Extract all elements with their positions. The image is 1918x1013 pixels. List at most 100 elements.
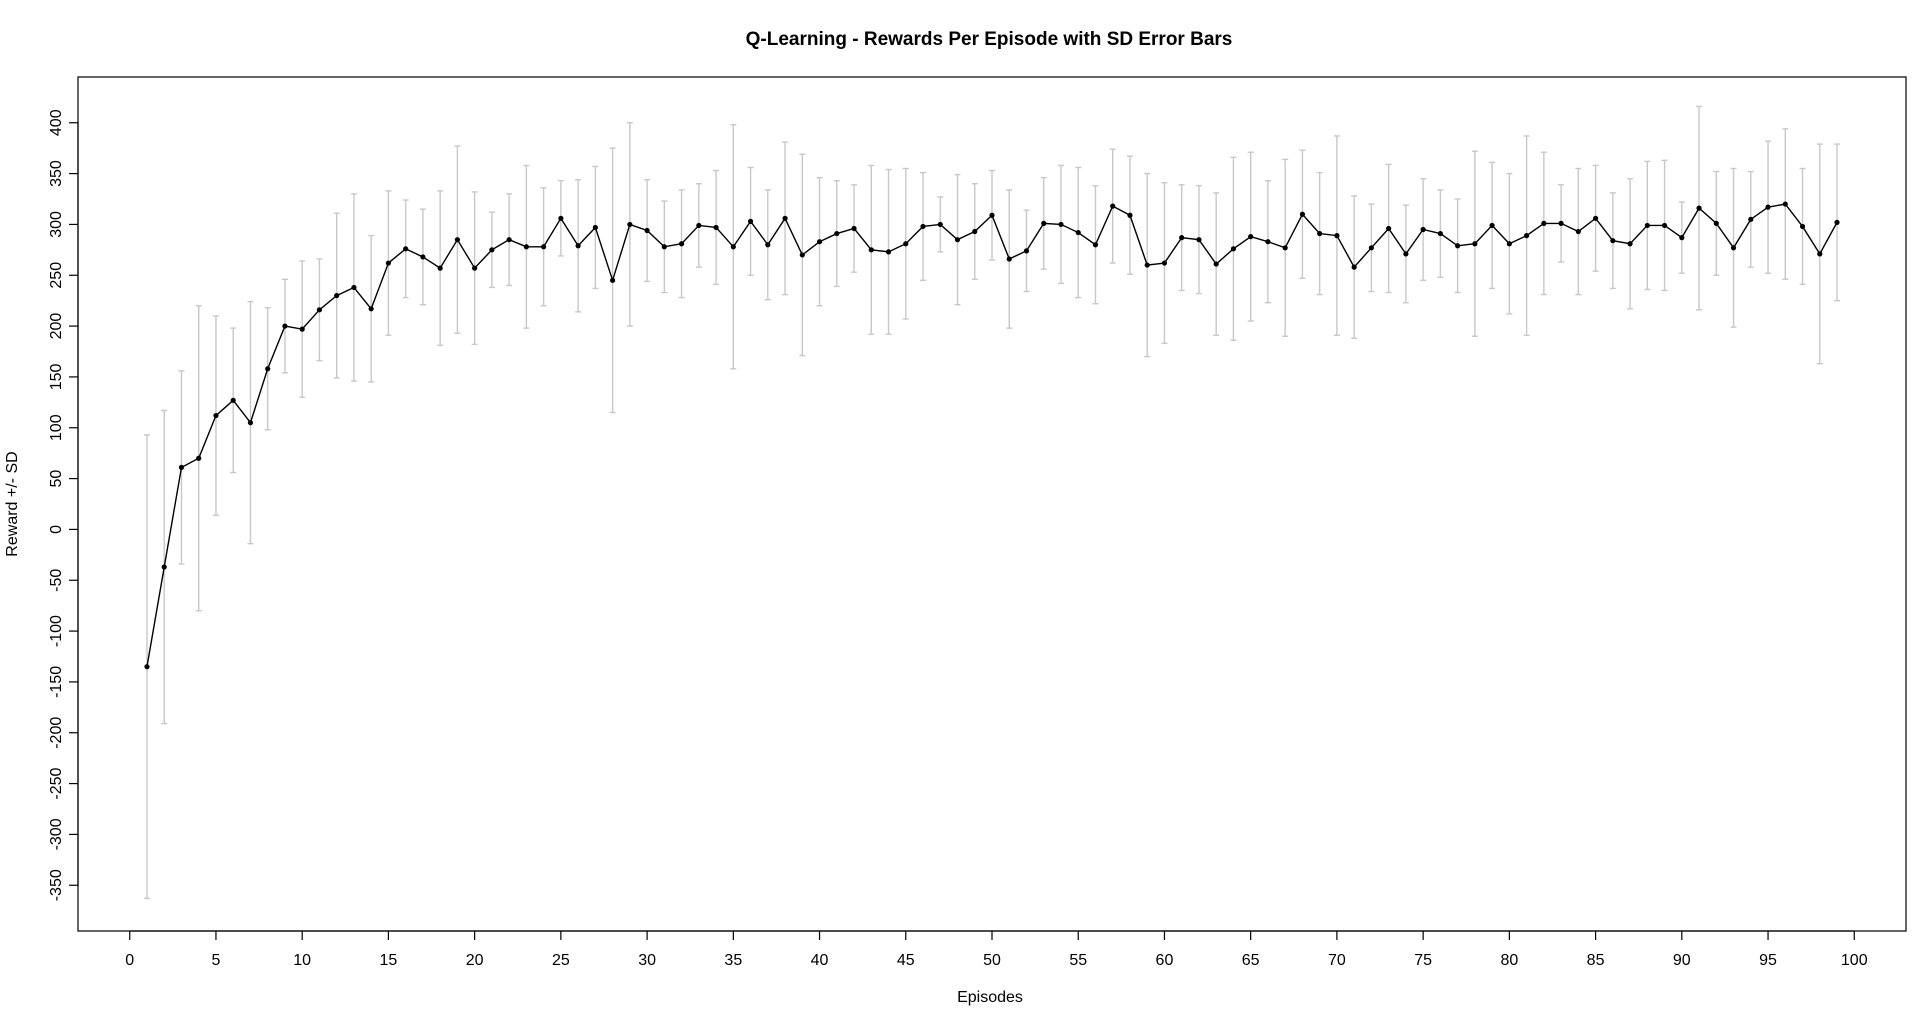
data-point <box>937 221 943 228</box>
x-axis-label: Episodes <box>957 989 1023 1006</box>
data-point <box>558 215 564 221</box>
data-point <box>1144 262 1150 268</box>
x-tick-label: 35 <box>724 952 742 969</box>
data-point <box>1265 239 1271 245</box>
data-point <box>437 265 443 271</box>
chart-title: Q-Learning - Rewards Per Episode with SD… <box>746 29 1233 50</box>
data-point <box>610 277 616 283</box>
data-point <box>1317 230 1323 237</box>
data-point <box>1834 219 1840 225</box>
y-tick-label: -300 <box>48 818 65 850</box>
data-point <box>1748 216 1754 222</box>
data-point <box>1782 201 1788 207</box>
data-point <box>1213 261 1219 267</box>
x-tick-label: 80 <box>1500 952 1518 969</box>
data-point <box>1437 230 1443 237</box>
y-tick-label: -200 <box>48 717 65 749</box>
data-point <box>161 564 167 570</box>
data-point <box>575 243 581 249</box>
x-tick-label: 100 <box>1841 952 1868 969</box>
data-point <box>1575 228 1581 235</box>
data-point <box>1023 248 1030 254</box>
data-point <box>644 227 650 234</box>
data-point <box>1179 235 1185 241</box>
data-point <box>454 237 460 243</box>
data-point <box>385 260 392 266</box>
data-point <box>1661 222 1668 229</box>
y-tick-label: 0 <box>48 525 65 534</box>
data-point <box>678 241 685 247</box>
data-point <box>1472 241 1478 247</box>
y-tick-label: -50 <box>48 569 65 592</box>
y-axis: -350 -300 -250 -200 -150 -100 -50 0 50 100 150 200 2… <box>48 109 79 901</box>
series-line-group <box>146 203 1838 667</box>
data-point <box>782 215 788 221</box>
x-tick-label: 0 <box>125 952 134 969</box>
data-point <box>954 237 961 243</box>
data-point <box>1041 220 1047 226</box>
data-point <box>1420 226 1426 233</box>
data-point <box>799 252 805 258</box>
data-point <box>299 326 305 332</box>
data-point <box>989 212 995 218</box>
x-tick-label: 90 <box>1673 952 1691 969</box>
data-point <box>1110 203 1116 209</box>
data-point <box>1541 220 1547 226</box>
data-point <box>1730 245 1737 251</box>
data-point <box>1679 235 1685 241</box>
data-point <box>1006 256 1012 262</box>
data-point <box>1558 220 1564 226</box>
y-tick-label: 50 <box>48 470 65 488</box>
y-tick-label: -100 <box>48 615 65 647</box>
y-tick-label: 350 <box>48 160 65 187</box>
data-point <box>247 420 254 426</box>
data-point <box>230 397 236 403</box>
data-point <box>1161 260 1168 266</box>
x-tick-label: 10 <box>293 952 311 969</box>
data-point <box>265 366 271 372</box>
data-point <box>1351 264 1357 270</box>
data-point <box>1696 205 1702 211</box>
data-point <box>765 242 771 248</box>
y-tick-label: 300 <box>48 211 65 238</box>
data-point <box>489 247 495 253</box>
x-tick-label: 70 <box>1328 952 1346 969</box>
y-tick-label: 100 <box>48 414 65 441</box>
y-tick-label: 400 <box>48 109 65 136</box>
data-point <box>1386 225 1392 232</box>
x-tick-label: 55 <box>1069 952 1087 969</box>
data-point <box>851 225 857 232</box>
y-tick-label: 200 <box>48 313 65 340</box>
data-point <box>1799 223 1806 230</box>
data-point <box>592 224 598 231</box>
data-point <box>661 244 667 250</box>
data-point <box>351 284 357 291</box>
data-point <box>730 244 736 250</box>
data-point <box>334 292 340 299</box>
data-point <box>403 246 409 252</box>
y-tick-label: -250 <box>48 767 65 799</box>
data-points <box>144 201 1840 670</box>
data-point <box>506 237 512 243</box>
data-point <box>713 224 719 231</box>
data-point <box>816 239 823 245</box>
data-point <box>747 218 754 224</box>
data-point <box>144 664 150 670</box>
data-point <box>213 412 219 419</box>
x-tick-label: 95 <box>1759 952 1777 969</box>
x-axis: 0 5 10 15 20 25 30 35 40 45 50 55 60 65 70 75 80 85 90 95 10… <box>125 930 1868 969</box>
y-tick-label: -150 <box>48 666 65 698</box>
data-point <box>472 265 478 271</box>
x-tick-label: 25 <box>552 952 570 969</box>
series-line <box>146 203 1838 667</box>
data-point <box>1092 242 1099 248</box>
data-point <box>1299 211 1306 217</box>
data-point <box>1248 234 1254 240</box>
data-point <box>1230 246 1237 252</box>
x-tick-label: 45 <box>897 952 915 969</box>
data-point <box>420 254 426 260</box>
data-point <box>885 249 892 255</box>
data-point <box>1765 204 1771 210</box>
